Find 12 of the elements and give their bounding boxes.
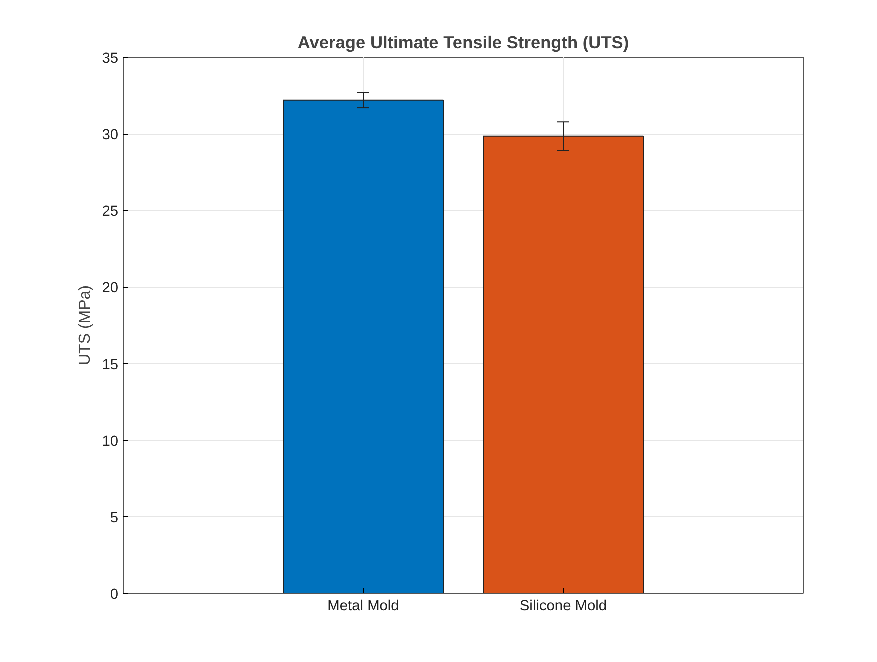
y-tick-label: 0 <box>110 587 119 603</box>
x-tick-label: Metal Mold <box>328 598 400 614</box>
y-tick-label: 30 <box>102 128 119 144</box>
y-tick-label: 25 <box>102 204 119 220</box>
y-tick-label: 15 <box>102 357 119 374</box>
y-tick-label: 5 <box>110 510 119 526</box>
x-tick-label: Silicone Mold <box>520 598 608 614</box>
y-tick-label: 20 <box>102 280 119 297</box>
y-axis-title: UTS (MPa) <box>77 286 94 366</box>
y-tick-label: 35 <box>102 51 119 67</box>
chart-title: Average Ultimate Tensile Strength (UTS) <box>298 32 630 52</box>
y-tick-label: 10 <box>102 434 119 450</box>
